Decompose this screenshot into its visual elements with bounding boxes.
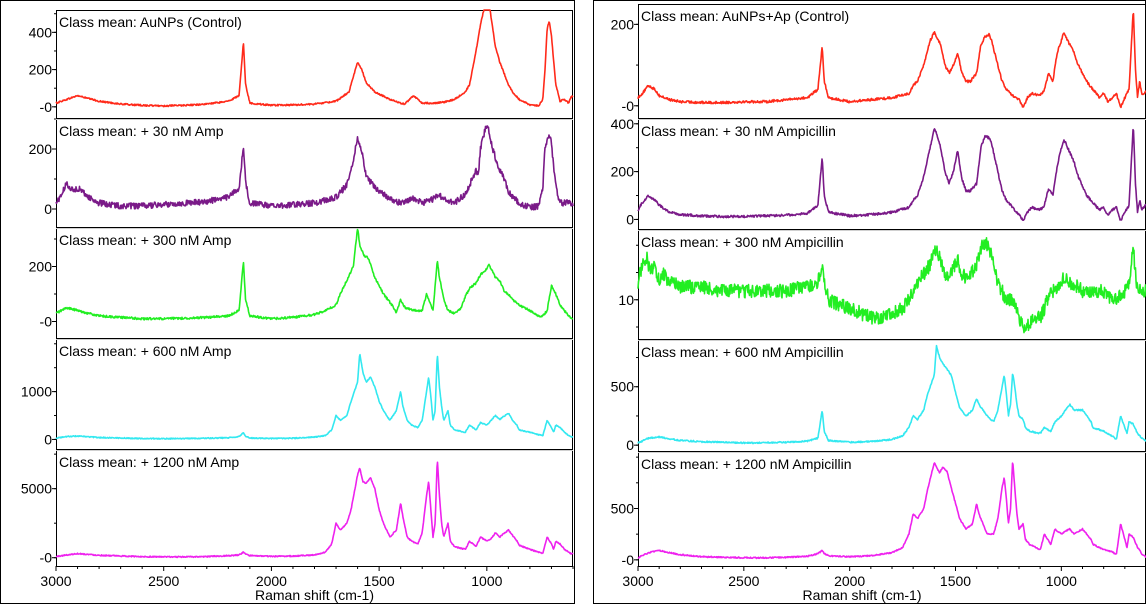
panel: -0 200 Class mean: + 300 nM Amp — [29, 228, 574, 339]
panel: 0 500 Class mean: + 600 nM Ampicillin — [611, 340, 1146, 453]
panel: 0 1000 Class mean: + 600 nM Amp — [21, 339, 574, 450]
panel-title: Class mean: + 600 nM Amp — [59, 343, 232, 359]
x-tick-label: 2000 — [834, 573, 865, 589]
y-tick-label: -0 — [40, 99, 53, 115]
y-tick-label: 0 — [626, 437, 634, 453]
y-tick-label: 5000 — [21, 481, 52, 497]
y-tick-label: 500 — [611, 379, 635, 395]
panel-title: Class mean: + 300 nM Amp — [59, 232, 232, 248]
x-tick-label: 2500 — [148, 573, 179, 589]
x-tick-label: 1500 — [940, 573, 971, 589]
series-line — [55, 228, 574, 321]
x-tick-label: 3000 — [622, 573, 653, 589]
y-tick-label: 10 — [618, 292, 634, 308]
panel-frame — [56, 10, 573, 119]
y-tick-label: 0 — [44, 201, 52, 217]
y-tick-label: -0 — [622, 98, 635, 114]
chart-right: -0 200 Class mean: AuNPs+Ap (Control) 0 200 4… — [593, 0, 1146, 604]
series-line — [55, 9, 574, 108]
x-tick-label: 3000 — [40, 573, 71, 589]
chart-left: -0 200 400 Class mean: AuNPs (Control) 0 200 C… — [0, 0, 575, 604]
y-tick-label: -0 — [40, 550, 53, 566]
y-tick-label: 200 — [29, 141, 53, 157]
y-tick-label: 400 — [611, 116, 635, 132]
y-tick-label: 200 — [29, 259, 53, 275]
panel-title: Class mean: + 1200 nM Amp — [59, 454, 239, 470]
series-line — [637, 128, 1146, 221]
x-axis-label: Raman shift (cm-1) — [255, 587, 374, 603]
y-tick-label: 200 — [611, 16, 635, 32]
series-line — [637, 462, 1146, 560]
y-tick-label: 0 — [44, 431, 52, 447]
x-tick-label: 1000 — [1046, 573, 1077, 589]
series-line — [55, 125, 574, 211]
x-tick-label: 1500 — [364, 573, 395, 589]
panel-title: Class mean: + 30 nM Amp — [59, 123, 224, 139]
panel: 0 200 Class mean: + 30 nM Amp — [29, 118, 574, 228]
x-axis-label: Raman shift (cm-1) — [802, 587, 921, 603]
y-tick-label: 500 — [611, 500, 635, 516]
y-tick-label: -0 — [40, 314, 53, 330]
series-line — [55, 461, 574, 559]
series-line — [637, 344, 1146, 445]
panel: -0 200 400 Class mean: AuNPs (Control) — [29, 9, 574, 119]
panel-title: Class mean: + 300 nM Ampicillin — [641, 234, 844, 250]
y-tick-label: 200 — [611, 164, 635, 180]
panel: 0 200 400 Class mean: + 30 nM Ampicillin — [611, 116, 1146, 230]
panel: 10 Class mean: + 300 nM Ampicillin — [618, 230, 1146, 340]
x-tick-label: 1000 — [471, 573, 502, 589]
panel-title: Class mean: AuNPs (Control) — [59, 14, 242, 30]
panel: -0 200 Class mean: AuNPs+Ap (Control) — [611, 4, 1146, 119]
panel-title: Class mean: AuNPs+Ap (Control) — [641, 8, 849, 24]
x-tick-label: 2000 — [256, 573, 287, 589]
y-tick-label: -0 — [622, 552, 635, 568]
y-tick-label: 400 — [29, 24, 53, 40]
series-line — [55, 353, 574, 440]
panel-title: Class mean: + 600 nM Ampicillin — [641, 344, 844, 360]
panel-title: Class mean: + 1200 nM Ampicillin — [641, 456, 852, 472]
panel-title: Class mean: + 30 nM Ampicillin — [641, 123, 836, 139]
y-tick-label: 1000 — [21, 384, 52, 400]
x-tick-label: 2500 — [728, 573, 759, 589]
y-tick-label: 0 — [626, 211, 634, 227]
series-line — [637, 237, 1146, 334]
series-line — [637, 12, 1146, 109]
y-tick-label: 200 — [29, 62, 53, 78]
